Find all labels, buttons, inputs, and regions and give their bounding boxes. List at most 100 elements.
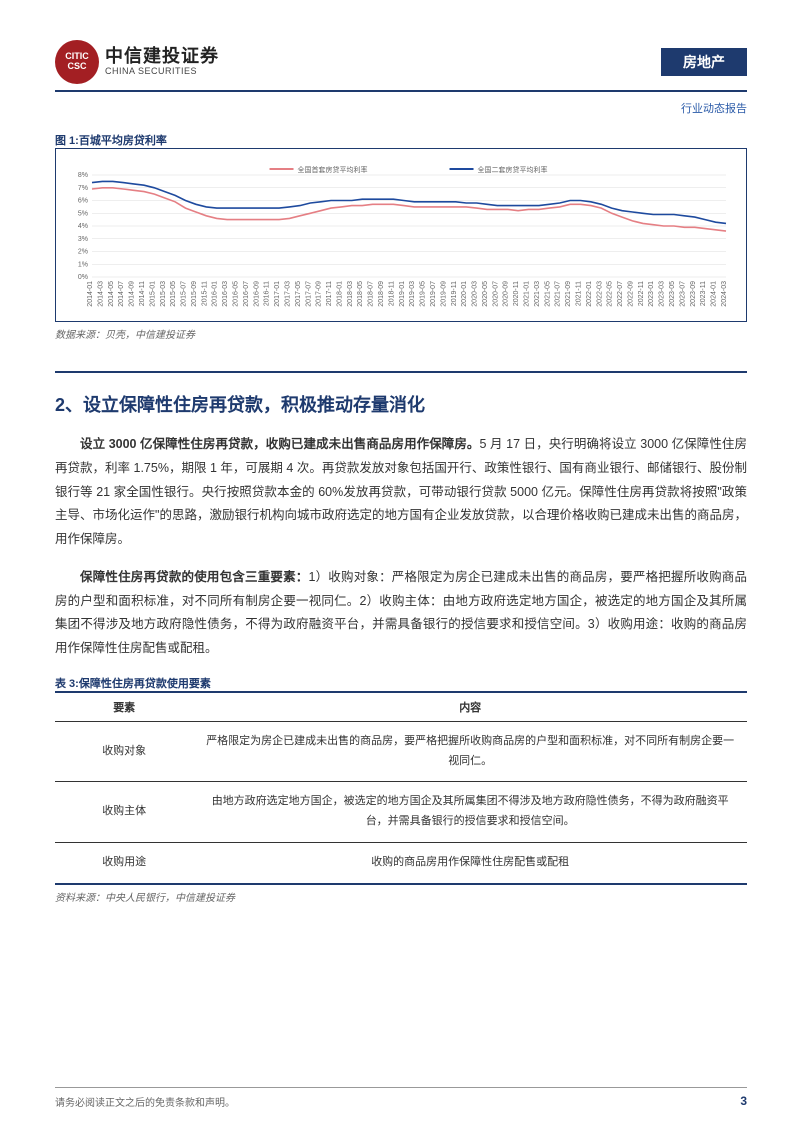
svg-text:4%: 4%: [78, 223, 88, 230]
svg-text:2017-05: 2017-05: [295, 281, 302, 307]
svg-text:2018-11: 2018-11: [388, 281, 395, 306]
svg-text:2020-05: 2020-05: [482, 281, 489, 307]
figure1-chart: 0%1%2%3%4%5%6%7%8% 全国首套房贷平均利率全国二套房贷平均利率 …: [55, 148, 747, 322]
svg-text:2020-03: 2020-03: [472, 281, 479, 307]
svg-text:2018-01: 2018-01: [336, 281, 343, 307]
para2-bold: 保障性住房再贷款的使用包含三重要素：: [80, 570, 308, 584]
header-rule: [55, 90, 747, 92]
series1-line: [92, 188, 726, 231]
svg-text:2021-09: 2021-09: [565, 281, 572, 307]
svg-text:2015-09: 2015-09: [191, 281, 198, 307]
svg-text:8%: 8%: [78, 172, 88, 179]
table-row: 收购用途收购的商品房用作保障性住房配售或配租: [55, 842, 747, 883]
svg-text:2023-01: 2023-01: [648, 281, 655, 307]
table-cell: 收购用途: [55, 842, 193, 883]
svg-text:2019-05: 2019-05: [420, 281, 427, 307]
para1-bold: 设立 3000 亿保障性住房再贷款，收购已建成未出售商品房用作保障房。: [80, 437, 480, 451]
table-row: 收购主体由地方政府选定地方国企，被选定的地方国企及其所属集团不得涉及地方政府隐性…: [55, 782, 747, 843]
svg-text:2014-05: 2014-05: [108, 281, 115, 307]
svg-text:2015-03: 2015-03: [160, 281, 167, 307]
svg-text:2015-01: 2015-01: [149, 281, 156, 307]
report-type: 行业动态报告: [55, 100, 747, 116]
svg-text:2024-01: 2024-01: [711, 281, 718, 307]
svg-text:2022-11: 2022-11: [638, 281, 645, 306]
svg-text:2019-07: 2019-07: [430, 281, 437, 307]
svg-text:2020-11: 2020-11: [513, 281, 520, 306]
svg-text:2018-03: 2018-03: [347, 281, 354, 307]
svg-text:2017-07: 2017-07: [305, 281, 312, 307]
svg-text:2018-07: 2018-07: [368, 281, 375, 307]
svg-text:2015-07: 2015-07: [181, 281, 188, 307]
logo-block: CITIC CSC 中信建投证券 CHINA SECURITIES: [55, 40, 219, 84]
svg-text:2022-01: 2022-01: [586, 281, 593, 307]
table3: 要素 内容 收购对象严格限定为房企已建成未出售的商品房，要严格把握所收购商品房的…: [55, 691, 747, 885]
header-right: 房地产: [661, 48, 747, 76]
logo-en: CHINA SECURITIES: [105, 67, 219, 77]
svg-text:2023-07: 2023-07: [679, 281, 686, 307]
figure1-source: 数据来源：贝壳，中信建投证券: [55, 326, 747, 341]
footer: 请务必阅读正文之后的免责条款和声明。 3: [55, 1087, 747, 1109]
svg-text:2021-01: 2021-01: [524, 281, 531, 307]
svg-text:2%: 2%: [78, 249, 88, 256]
th-element: 要素: [55, 692, 193, 722]
svg-text:2021-07: 2021-07: [555, 281, 562, 307]
svg-text:2016-03: 2016-03: [222, 281, 229, 307]
para2: 保障性住房再贷款的使用包含三重要素：1）收购对象：严格限定为房企已建成未出售的商…: [55, 566, 747, 661]
table-cell: 收购主体: [55, 782, 193, 843]
figure1-title: 图 1:百城平均房贷利率: [55, 132, 747, 148]
svg-text:2022-03: 2022-03: [596, 281, 603, 307]
table-row: 收购对象严格限定为房企已建成未出售的商品房，要严格把握所收购商品房的户型和面积标…: [55, 721, 747, 782]
page-header: CITIC CSC 中信建投证券 CHINA SECURITIES 房地产: [55, 40, 747, 84]
svg-text:2023-03: 2023-03: [659, 281, 666, 307]
sector-badge: 房地产: [661, 48, 747, 76]
svg-text:2021-05: 2021-05: [544, 281, 551, 307]
svg-text:2016-01: 2016-01: [212, 281, 219, 307]
svg-text:2019-11: 2019-11: [451, 281, 458, 306]
table-cell: 收购对象: [55, 721, 193, 782]
svg-text:2018-05: 2018-05: [357, 281, 364, 307]
svg-text:2021-03: 2021-03: [534, 281, 541, 307]
svg-text:2022-07: 2022-07: [617, 281, 624, 307]
svg-text:0%: 0%: [78, 274, 88, 281]
svg-text:2022-05: 2022-05: [607, 281, 614, 307]
svg-text:7%: 7%: [78, 185, 88, 192]
svg-text:2017-11: 2017-11: [326, 281, 333, 306]
logo-icon: CITIC CSC: [55, 40, 99, 84]
chart-svg: 0%1%2%3%4%5%6%7%8% 全国首套房贷平均利率全国二套房贷平均利率 …: [62, 157, 736, 317]
svg-text:2014-09: 2014-09: [129, 281, 136, 307]
svg-text:2015-11: 2015-11: [201, 281, 208, 306]
svg-text:2017-03: 2017-03: [284, 281, 291, 307]
table3-title: 表 3:保障性住房再贷款使用要素: [55, 675, 747, 691]
svg-text:2021-11: 2021-11: [575, 281, 582, 306]
disclaimer: 请务必阅读正文之后的免责条款和声明。: [55, 1094, 235, 1109]
section-rule: [55, 371, 747, 373]
svg-text:2017-09: 2017-09: [316, 281, 323, 307]
svg-text:2022-09: 2022-09: [627, 281, 634, 307]
svg-text:2014-03: 2014-03: [97, 281, 104, 307]
svg-text:2020-01: 2020-01: [461, 281, 468, 307]
th-content: 内容: [193, 692, 747, 722]
svg-text:2023-11: 2023-11: [700, 281, 707, 306]
table-cell: 由地方政府选定地方国企，被选定的地方国企及其所属集团不得涉及地方政府隐性债务，不…: [193, 782, 747, 843]
svg-text:2014-07: 2014-07: [118, 281, 125, 307]
svg-text:2016-09: 2016-09: [253, 281, 260, 307]
svg-text:全国二套房贷平均利率: 全国二套房贷平均利率: [478, 165, 548, 174]
page-number: 3: [740, 1094, 747, 1109]
svg-text:2014-01: 2014-01: [87, 281, 94, 307]
svg-text:1%: 1%: [78, 261, 88, 268]
svg-text:全国首套房贷平均利率: 全国首套房贷平均利率: [298, 165, 368, 174]
svg-text:2016-05: 2016-05: [233, 281, 240, 307]
logo-cn: 中信建投证券: [105, 47, 219, 67]
svg-text:2017-01: 2017-01: [274, 281, 281, 307]
svg-text:2014-11: 2014-11: [139, 281, 146, 306]
svg-text:2016-07: 2016-07: [243, 281, 250, 307]
logo-text: 中信建投证券 CHINA SECURITIES: [105, 47, 219, 77]
section2-title: 2、设立保障性住房再贷款，积极推动存量消化: [55, 391, 747, 417]
svg-text:2019-03: 2019-03: [409, 281, 416, 307]
svg-text:2023-05: 2023-05: [669, 281, 676, 307]
svg-text:2023-09: 2023-09: [690, 281, 697, 307]
table3-source: 资料来源：中央人民银行，中信建投证券: [55, 889, 747, 904]
svg-text:2024-03: 2024-03: [721, 281, 728, 307]
svg-text:2019-09: 2019-09: [440, 281, 447, 307]
para1: 设立 3000 亿保障性住房再贷款，收购已建成未出售商品房用作保障房。5 月 1…: [55, 433, 747, 552]
